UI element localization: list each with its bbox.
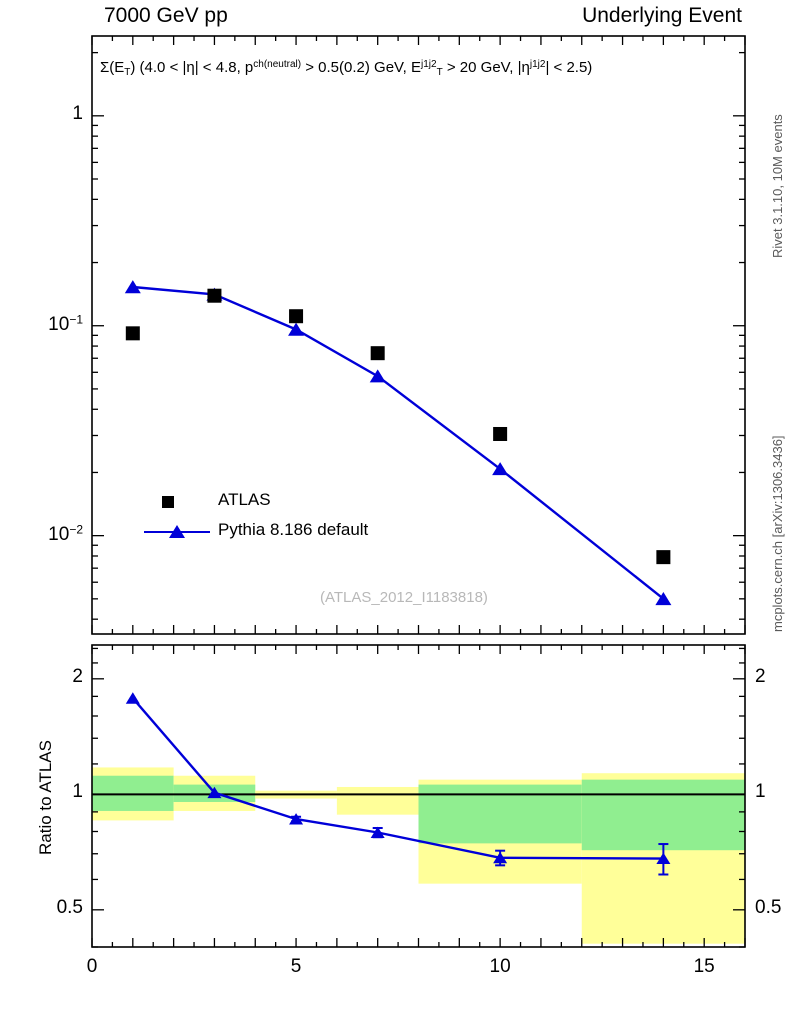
mc-marker xyxy=(124,280,141,294)
observable-annotation: Σ(ET) (4.0 < |η| < 4.8, pch(neutral) > 0… xyxy=(100,59,592,78)
ratio-marker xyxy=(656,852,671,865)
x-ticklabel: 10 xyxy=(489,956,511,977)
ratio-y-ticklabel-right: 0.5 xyxy=(755,896,782,918)
legend-label-atlas: ATLAS xyxy=(218,490,271,509)
x-ticklabel: 0 xyxy=(86,956,98,977)
x-ticklabel: 5 xyxy=(290,956,302,977)
ratio-y-ticklabel-right: 2 xyxy=(755,665,766,687)
ann-mid2: > 0.5(0.2) GeV, E xyxy=(301,59,422,77)
data-marker xyxy=(207,288,222,303)
mc-marker xyxy=(492,462,509,476)
mc-curve xyxy=(132,285,665,600)
x-ticklabel: 15 xyxy=(693,956,715,977)
ratio-y-ticklabel: 1 xyxy=(72,781,83,803)
ann-sup1: ch(neutral) xyxy=(253,59,302,70)
ratio-band-outer xyxy=(336,786,419,815)
header-analysis-label: Underlying Event xyxy=(582,4,742,27)
ann-sub2: T xyxy=(436,66,443,78)
mc-marker xyxy=(369,369,386,383)
mc-marker xyxy=(288,322,305,336)
mc-marker xyxy=(655,592,672,606)
data-marker xyxy=(289,309,304,324)
ratio-y-ticklabel-right: 1 xyxy=(755,781,766,803)
ratio-marker xyxy=(207,786,222,799)
ratio-y-ticklabel: 2 xyxy=(72,665,83,687)
ratio-marker xyxy=(125,692,140,704)
ann-prefix: Σ(E xyxy=(100,59,125,77)
ratio-marker xyxy=(289,813,304,825)
data-marker xyxy=(370,346,385,361)
ratio-y-ticklabel: 0.5 xyxy=(56,896,83,918)
triangle-marker-icon xyxy=(169,525,185,538)
ann-sup2: j1j2 xyxy=(421,59,437,70)
legend-label-pythia: Pythia 8.186 default xyxy=(218,520,369,539)
main-panel-frame xyxy=(91,35,746,635)
ratio-marker xyxy=(493,851,508,864)
ratio-curve xyxy=(131,697,664,860)
ann-sub1: T xyxy=(124,66,131,78)
header-beam-label: 7000 GeV pp xyxy=(104,4,228,27)
analysis-id-watermark: (ATLAS_2012_I1183818) xyxy=(320,589,488,606)
data-marker xyxy=(125,326,140,341)
ann-mid3: > 20 GeV, |η xyxy=(442,59,530,77)
main-y-ticklabel: 10−1 xyxy=(48,312,83,336)
ann-mid1: ) (4.0 < |η| < 4.8, p xyxy=(130,59,254,77)
square-marker-icon xyxy=(162,496,174,508)
data-marker xyxy=(656,550,671,565)
ratio-band-inner xyxy=(581,779,745,851)
main-y-ticklabel: 1 xyxy=(72,102,83,124)
data-marker xyxy=(493,426,508,441)
ann-sup3: j1j2 xyxy=(529,59,546,70)
ratio-marker xyxy=(370,826,385,839)
ann-mid4: | < 2.5) xyxy=(545,59,593,77)
main-y-ticklabel: 10−2 xyxy=(48,522,83,546)
